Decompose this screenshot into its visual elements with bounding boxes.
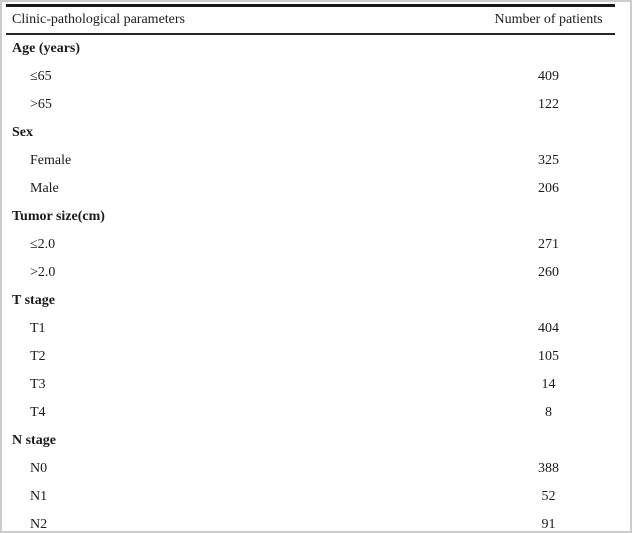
table-row: T4 8 <box>6 399 615 427</box>
row-label: Sex <box>12 125 33 140</box>
row-label: N0 <box>30 461 48 476</box>
row-label: T1 <box>30 321 46 336</box>
row-value: 122 <box>538 97 559 112</box>
row-label: Female <box>30 153 72 168</box>
row-label: T3 <box>30 377 46 392</box>
table-row: Age (years) <box>6 35 615 63</box>
row-label: >2.0 <box>30 265 56 280</box>
column-header-patients: Number of patients <box>494 12 603 27</box>
table-row: Male 206 <box>6 175 615 203</box>
row-label: ≤65 <box>30 69 52 84</box>
table-row: N2 91 <box>6 511 615 532</box>
table-row: T3 14 <box>6 371 615 399</box>
table-row: N0 388 <box>6 455 615 483</box>
row-value: 91 <box>541 517 556 532</box>
row-value: 404 <box>538 321 559 336</box>
row-label: N stage <box>12 433 56 448</box>
row-label: >65 <box>30 97 52 112</box>
table-row: T stage <box>6 287 615 315</box>
table-row: ≤2.0 271 <box>6 231 615 259</box>
row-label: T2 <box>30 349 46 364</box>
row-label: N1 <box>30 489 48 504</box>
row-value: 52 <box>541 489 556 504</box>
parameters-table: Clinic-pathological parameters Number of… <box>6 4 615 532</box>
row-label: N2 <box>30 517 48 532</box>
row-value: 8 <box>545 405 552 420</box>
table-row: T2 105 <box>6 343 615 371</box>
table-row: N stage <box>6 427 615 455</box>
row-label: ≤2.0 <box>30 237 56 252</box>
table-header-row: Clinic-pathological parameters Number of… <box>6 7 615 35</box>
row-label: Male <box>30 181 59 196</box>
table-row: T1 404 <box>6 315 615 343</box>
table-row: >2.0 260 <box>6 259 615 287</box>
table-row: Female 325 <box>6 147 615 175</box>
row-label: Tumor size(cm) <box>12 209 105 224</box>
row-value: 325 <box>538 153 559 168</box>
row-value: 409 <box>538 69 559 84</box>
row-value: 260 <box>538 265 559 280</box>
table-row: Sex <box>6 119 615 147</box>
table-row: N1 52 <box>6 483 615 511</box>
row-value: 388 <box>538 461 559 476</box>
column-header-parameters: Clinic-pathological parameters <box>12 12 185 27</box>
row-value: 206 <box>538 181 559 196</box>
table-row: >65 122 <box>6 91 615 119</box>
row-label: T4 <box>30 405 46 420</box>
row-value: 271 <box>538 237 559 252</box>
row-value: 14 <box>541 377 556 392</box>
table-row: ≤65 409 <box>6 63 615 91</box>
row-label: T stage <box>12 293 55 308</box>
row-label: Age (years) <box>12 41 81 56</box>
table-row: Tumor size(cm) <box>6 203 615 231</box>
row-value: 105 <box>538 349 559 364</box>
